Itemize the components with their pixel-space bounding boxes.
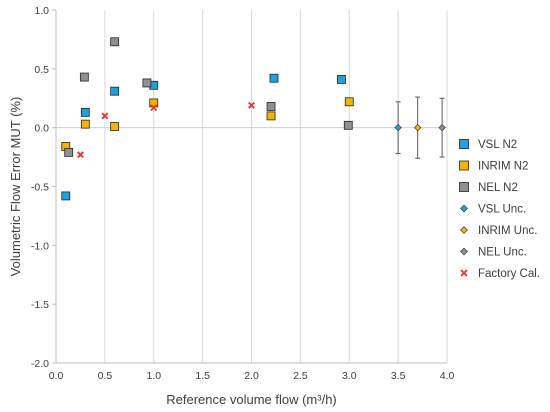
marker-stroke <box>460 269 468 277</box>
y-tick-label: 0.5 <box>34 64 49 76</box>
data-point-vsl-n2 <box>269 73 279 83</box>
series-inrim-unc <box>414 124 422 132</box>
y-tick-label: 0.0 <box>34 123 49 135</box>
legend-item-nel-n2: NEL N2 <box>459 182 518 194</box>
data-point-vsl-n2 <box>61 191 71 201</box>
legend-label-nel-n2: NEL N2 <box>478 182 518 194</box>
data-point-inrim-n2 <box>344 97 354 107</box>
legend-marker-nel-n2 <box>459 182 469 192</box>
legend-item-vsl-unc: VSL Unc. <box>460 204 526 216</box>
legend-label-inrim-unc: INRIM Unc. <box>478 225 537 237</box>
data-point-nel-n2 <box>79 72 89 82</box>
axes <box>52 9 447 364</box>
legend-label-nel-unc: NEL Unc. <box>478 247 527 259</box>
marker-stroke <box>77 151 84 159</box>
series-nel-n2 <box>64 37 353 157</box>
data-point-inrim-n2 <box>80 119 90 129</box>
legend-label-vsl-unc: VSL Unc. <box>478 204 526 216</box>
data-point-nel-n2 <box>142 78 152 88</box>
y-tick-label: -1.5 <box>31 299 49 311</box>
grid <box>104 10 448 363</box>
x-tick-labels: 0.0 0.5 1.0 1.5 2.0 2.5 3.0 3.5 4.0 <box>49 370 455 382</box>
marker-stroke <box>150 104 158 112</box>
legend-marker-vsl-n2 <box>459 139 469 149</box>
legend-marker-inrim-unc <box>460 226 468 234</box>
y-tick-label: -1.0 <box>31 240 49 252</box>
x-tick-label: 3.0 <box>342 370 357 382</box>
data-points <box>61 37 446 201</box>
series-vsl-n2 <box>61 73 346 201</box>
series-inrim-n2 <box>61 97 354 151</box>
data-point-factory-cal <box>77 151 84 159</box>
data-point-inrim-n2 <box>266 111 276 121</box>
series-factory-cal <box>77 101 255 159</box>
legend-item-vsl-n2: VSL N2 <box>459 139 517 151</box>
data-point-vsl-n2 <box>337 75 346 84</box>
data-point-nel-n2 <box>266 102 276 111</box>
data-point-inrim-unc <box>414 124 422 132</box>
x-axis-label: Reference volume flow (m³/h) <box>166 392 337 407</box>
legend-marker-nel-unc <box>460 247 468 256</box>
data-point-vsl-n2 <box>110 86 120 96</box>
legend-item-factory-cal: Factory Cal. <box>460 268 540 280</box>
x-tick-label: 0.0 <box>49 370 64 382</box>
x-tick-label: 2.0 <box>244 370 259 382</box>
legend-item-inrim-n2: INRIM N2 <box>459 160 528 173</box>
y-tick-label: -0.5 <box>31 182 49 194</box>
legend-marker-vsl-unc <box>460 204 468 213</box>
y-axis-label: Volumetric Flow Error MUT (%) <box>8 97 23 277</box>
x-tick-label: 3.5 <box>391 370 406 382</box>
data-point-nel-unc <box>438 124 446 132</box>
legend-marker-factory-cal <box>460 269 468 277</box>
x-tick-label: 4.0 <box>440 370 455 382</box>
x-tick-label: 2.5 <box>293 370 308 382</box>
data-point-vsl-unc <box>394 124 402 132</box>
y-tick-label: -2.0 <box>31 358 49 370</box>
series-nel-unc <box>438 124 446 132</box>
series-vsl-unc <box>394 124 402 132</box>
y-tick-label: 1.0 <box>34 5 49 17</box>
legend-item-nel-unc: NEL Unc. <box>460 247 527 259</box>
data-point-nel-n2 <box>64 147 74 157</box>
data-point-factory-cal <box>248 101 255 109</box>
x-tick-label: 1.5 <box>195 370 210 382</box>
marker-stroke <box>248 101 255 109</box>
legend-item-inrim-unc: INRIM Unc. <box>460 225 537 237</box>
data-point-factory-cal <box>101 112 109 120</box>
legend-label-factory-cal: Factory Cal. <box>478 268 540 280</box>
marker-stroke <box>101 112 109 120</box>
data-point-nel-n2 <box>343 120 353 130</box>
x-tick-label: 0.5 <box>98 370 113 382</box>
data-point-vsl-n2 <box>80 107 90 117</box>
data-point-factory-cal <box>150 104 158 112</box>
x-tick-label: 1.0 <box>146 370 161 382</box>
legend-label-vsl-n2: VSL N2 <box>478 139 517 151</box>
data-point-inrim-n2 <box>110 122 120 131</box>
legend-label-inrim-n2: INRIM N2 <box>478 161 528 173</box>
y-tick-labels: 1.0 0.5 0.0 -0.5 -1.0 -1.5 -2.0 <box>31 5 49 370</box>
data-point-nel-n2 <box>110 37 120 47</box>
legend-marker-inrim-n2 <box>459 160 469 171</box>
legend: VSL N2 INRIM N2 NEL N2 VSL Unc. INRIM Unc. NE… <box>459 139 540 280</box>
